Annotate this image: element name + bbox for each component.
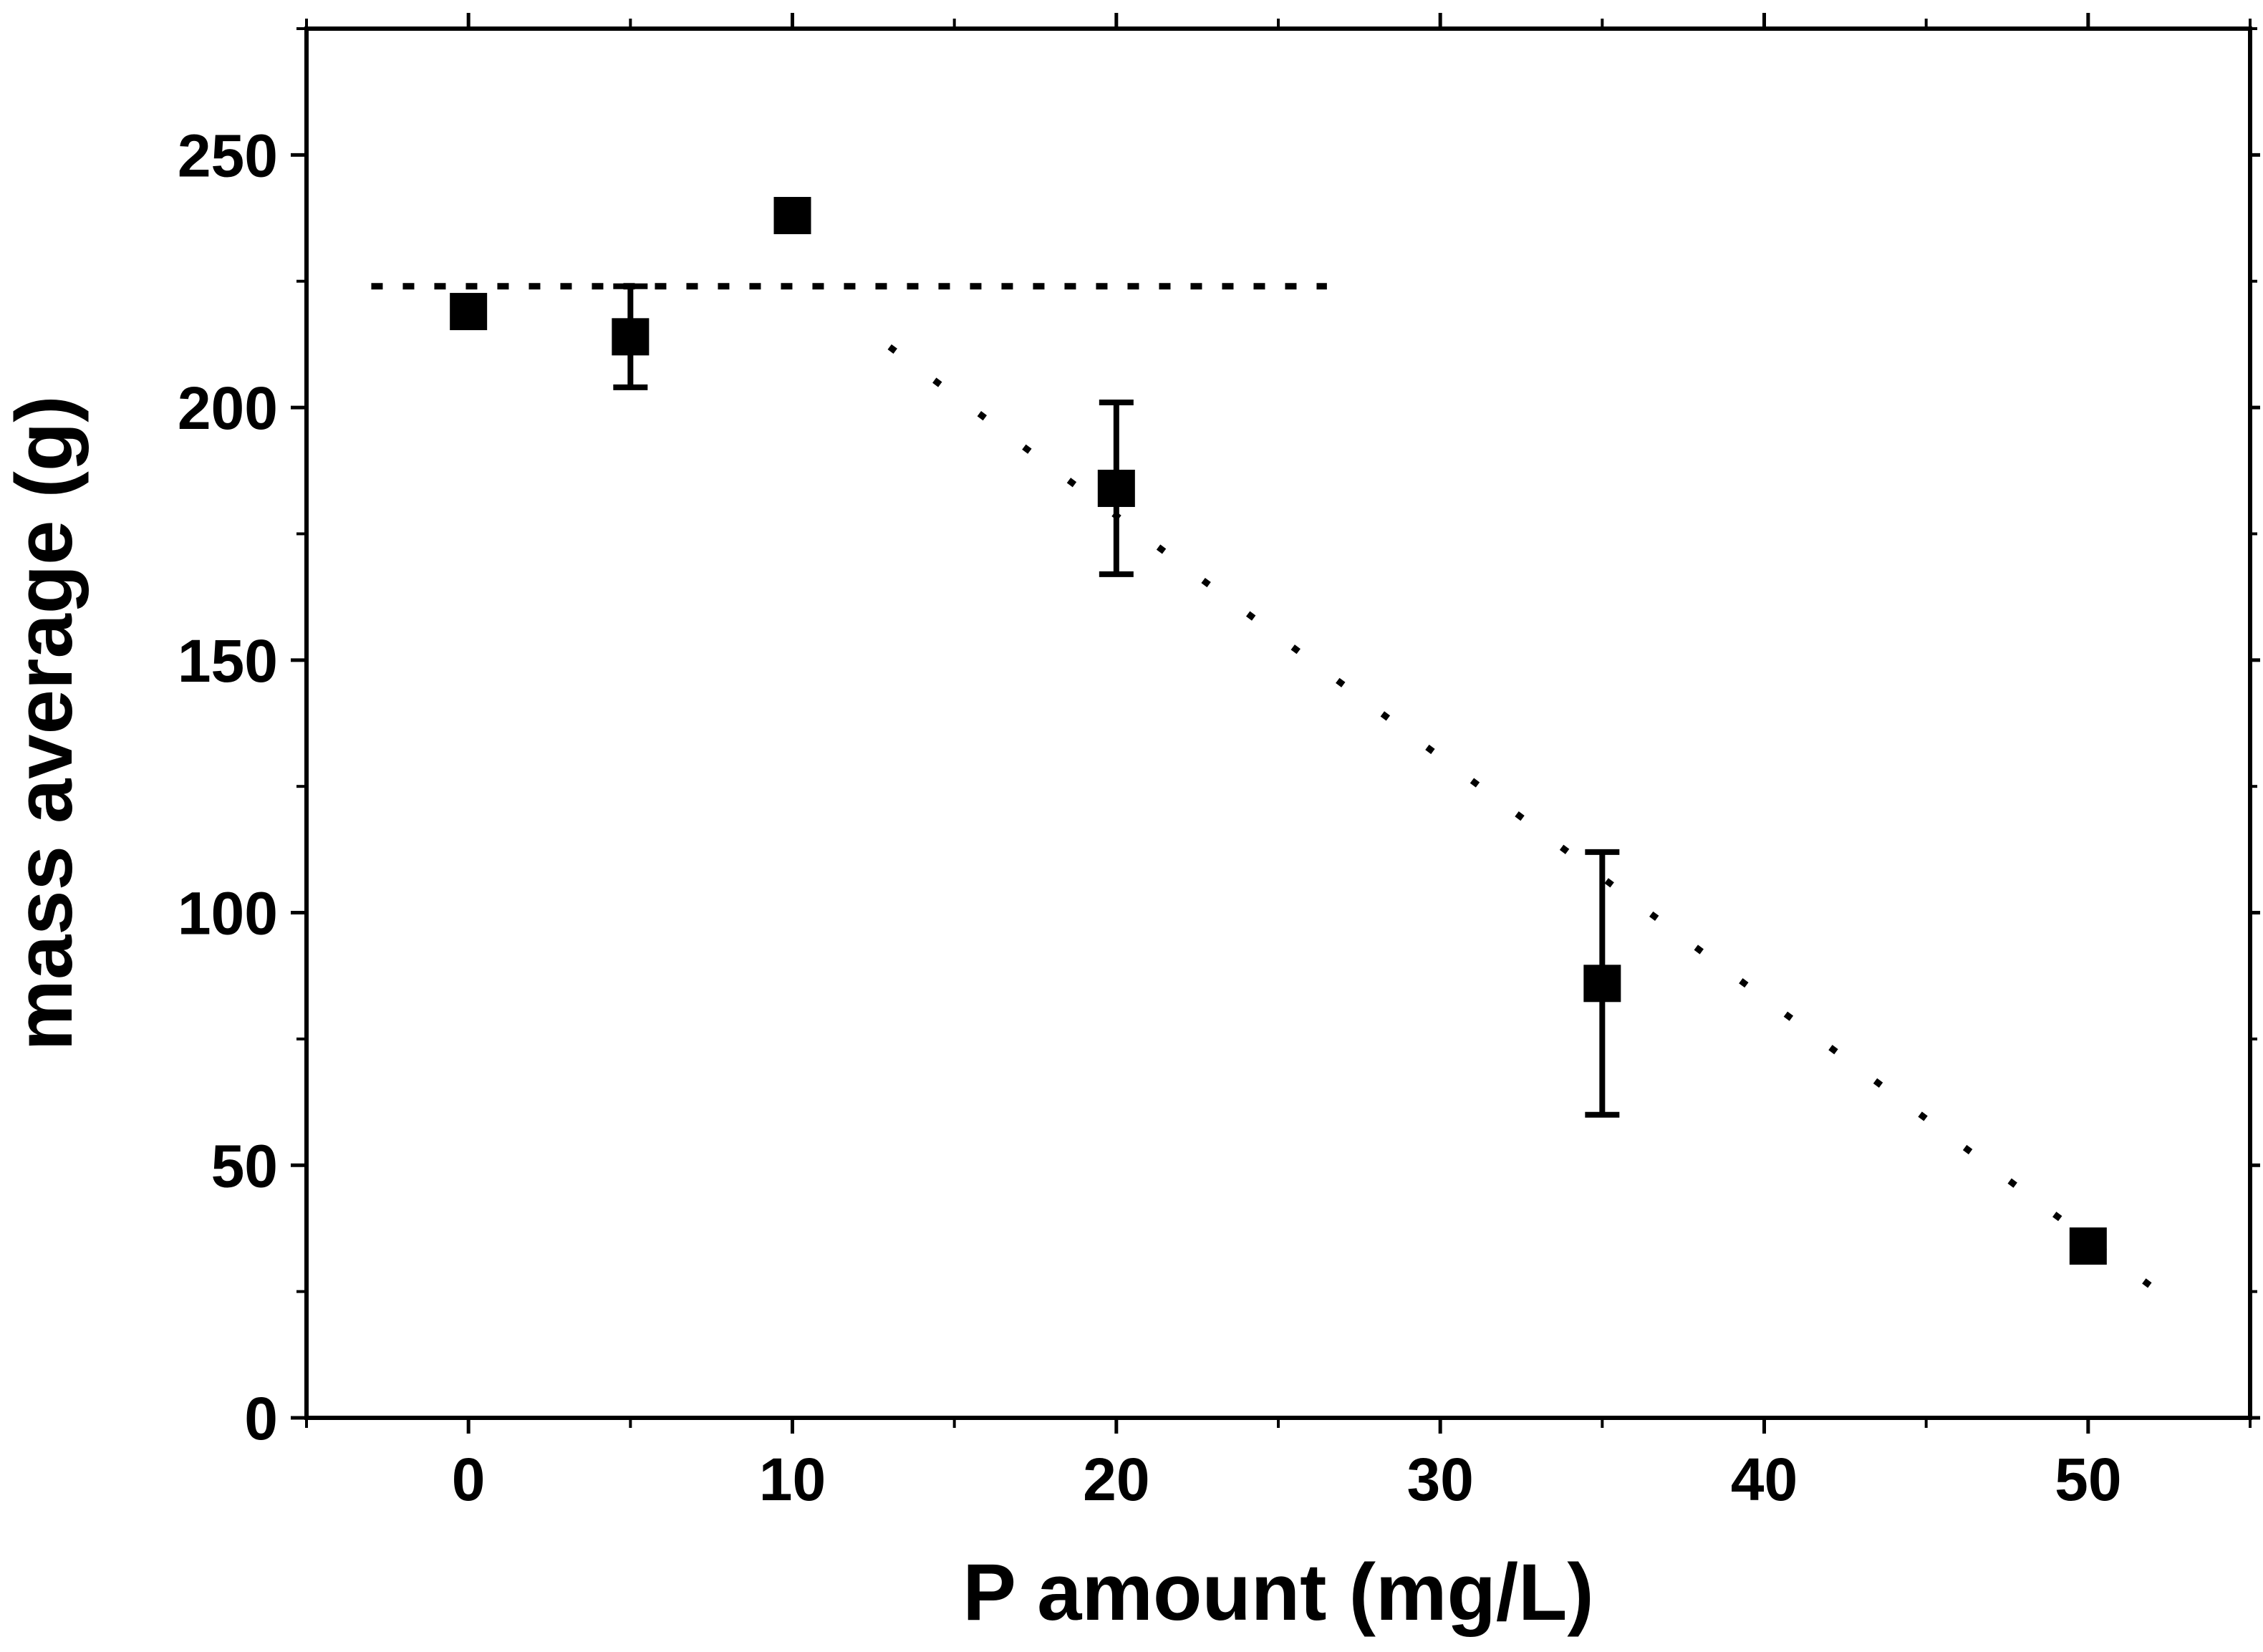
y-tick-label: 0 (244, 1385, 278, 1452)
data-point (1097, 469, 1135, 507)
plot-frame (304, 26, 2252, 1420)
y-tick-label: 250 (178, 122, 278, 189)
x-tick-label: 30 (1406, 1446, 1473, 1513)
x-axis-ticks: 0 10 20 30 40 50 (305, 13, 2252, 1513)
x-tick-label: 20 (1083, 1446, 1149, 1513)
data-point (450, 293, 488, 331)
x-axis-title: P amount (mg/L) (962, 1547, 1593, 1637)
data-points (450, 197, 2107, 1265)
y-tick-label: 200 (178, 375, 278, 442)
y-tick-label: 100 (178, 880, 278, 947)
x-tick-label: 0 (452, 1446, 486, 1513)
data-point (2069, 1227, 2107, 1265)
x-tick-label: 50 (2055, 1446, 2121, 1513)
x-tick-label: 40 (1731, 1446, 1798, 1513)
data-point (612, 318, 650, 356)
x-tick-label: 10 (759, 1446, 826, 1513)
y-axis-ticks: 0 50 100 150 200 250 (178, 27, 2260, 1452)
data-point (773, 197, 811, 235)
y-tick-label: 150 (178, 627, 278, 695)
y-tick-label: 50 (211, 1132, 278, 1199)
data-point (1583, 965, 1621, 1003)
y-axis-title: mass average (g) (0, 395, 89, 1050)
trend-lines (371, 283, 2188, 1315)
trend-line-decline (887, 344, 2188, 1315)
